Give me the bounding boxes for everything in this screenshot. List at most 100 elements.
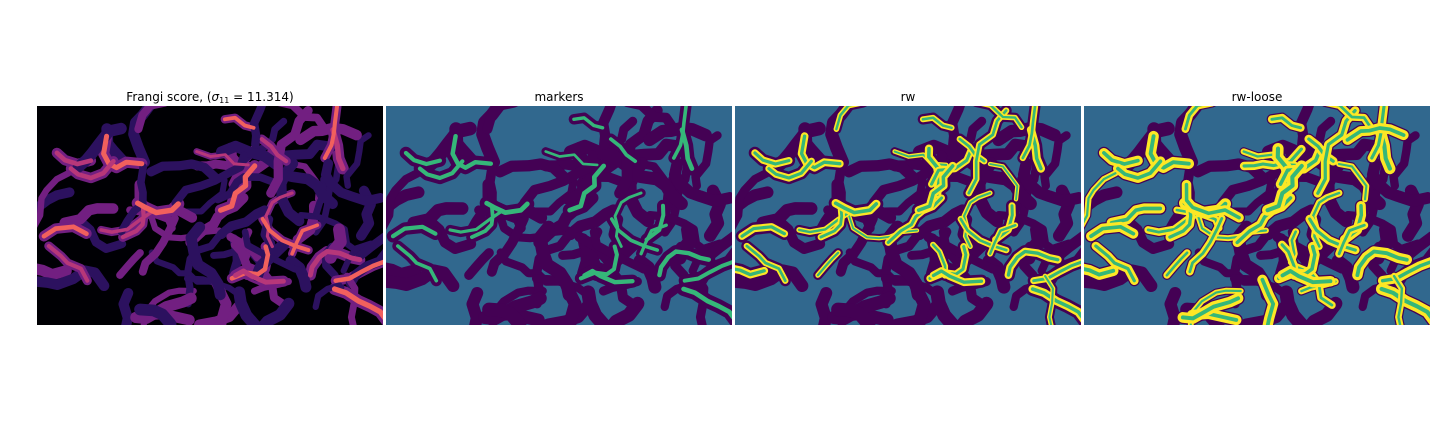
marker-seed (403, 150, 442, 167)
frangi-vessel (140, 287, 197, 325)
label-region (735, 169, 771, 230)
marker-seed (582, 268, 635, 285)
frangi-vessel (116, 249, 144, 279)
rw-core (753, 151, 791, 166)
rw-loose-core (1183, 106, 1203, 131)
label-region (407, 202, 469, 230)
label-region (691, 271, 709, 325)
label-region (774, 216, 826, 254)
rw-loose-core (1102, 151, 1140, 166)
label-region (946, 106, 965, 150)
marker-seed (672, 106, 688, 160)
frangi-vessel (134, 303, 177, 325)
label-region (1052, 231, 1081, 262)
frangi-vessel (320, 158, 383, 206)
rw-core (816, 251, 840, 277)
frangi-image (37, 106, 383, 325)
label-region (913, 204, 969, 241)
label-region (1401, 231, 1430, 262)
rw-loose-core (1094, 244, 1136, 283)
label-region (464, 248, 494, 280)
label-region (1040, 131, 1071, 190)
rw-loose-core (1260, 277, 1276, 325)
rw-loose-core (1337, 162, 1368, 201)
label-region (953, 296, 994, 325)
rw-loose-core (1242, 147, 1303, 168)
rw-loose-image (1084, 106, 1430, 325)
rw-core (1021, 106, 1037, 160)
label-region (831, 302, 876, 325)
frangi-vessel (185, 221, 226, 301)
label-region (597, 106, 616, 150)
marker-seed (682, 260, 732, 283)
label-region (626, 138, 687, 162)
rw-core (959, 217, 1008, 252)
frangi-vessel-high (135, 200, 181, 216)
panel-title-frangi: Frangi score, (σ11 = 11.314) (37, 88, 383, 106)
rw-core (1030, 287, 1081, 319)
label-region (930, 285, 961, 325)
label-region (482, 302, 527, 325)
label-region (386, 169, 422, 230)
frangi-vessel (134, 106, 168, 134)
frangi-vessel-high (222, 115, 256, 130)
frangi-vessel (59, 203, 119, 229)
label-region (668, 157, 732, 207)
frangi-vessel-high (307, 249, 363, 278)
frangi-vessel (277, 106, 328, 132)
label-region (425, 216, 477, 254)
frangi-vessel (278, 139, 337, 161)
rw-core (921, 116, 953, 130)
label-region (1164, 286, 1182, 325)
label-region (624, 167, 688, 211)
label-region (624, 106, 678, 133)
frangi-vessel (37, 263, 72, 281)
frangi-vessel (183, 177, 228, 215)
label-region (880, 176, 927, 216)
label-region (837, 286, 896, 325)
marker-seed (484, 200, 530, 215)
label-region (735, 264, 809, 293)
rw-loose-core (1189, 289, 1242, 325)
frangi-vessel (216, 205, 270, 240)
marker-seed (450, 133, 494, 170)
panel-title-markers: markers (534, 90, 584, 104)
rw-core (967, 109, 1008, 195)
frangi-vessel (295, 122, 362, 146)
frangi-vessel-high (259, 137, 289, 164)
rw-loose-core (1316, 108, 1357, 195)
label-region (703, 231, 732, 262)
title-subscript: 11 (219, 96, 230, 105)
marker-seed (390, 224, 438, 239)
label-region (533, 220, 576, 302)
marker-seed (644, 203, 666, 242)
label-region (975, 138, 1036, 162)
frangi-vessel-high (322, 106, 340, 161)
frangi-vessel-high (233, 268, 286, 285)
marker-seed (572, 116, 605, 130)
rw-loose-core (1355, 249, 1409, 278)
label-region (992, 121, 1061, 147)
marker-seed (395, 244, 439, 283)
title-sigma: σ (211, 90, 220, 104)
frangi-vessel (256, 297, 295, 325)
rw-loose-core (1392, 274, 1404, 325)
label-region (843, 158, 919, 184)
frangi-vessel (343, 132, 372, 189)
label-region (1229, 176, 1276, 216)
marker-seed (613, 191, 643, 248)
frangi-vessel (183, 232, 223, 308)
label-region (386, 262, 422, 282)
label-region (1123, 216, 1175, 254)
rw-core (735, 267, 766, 277)
rw-core (819, 204, 844, 239)
marker-seed (608, 137, 638, 164)
rw-image (735, 106, 1081, 325)
frangi-vessel (213, 173, 278, 204)
label-region (486, 213, 529, 277)
rw-core (988, 106, 1023, 129)
label-region (756, 202, 818, 230)
frangi-vessel-high (290, 223, 320, 256)
rw-loose-core (1184, 182, 1241, 220)
rw-loose-core (1336, 106, 1372, 129)
